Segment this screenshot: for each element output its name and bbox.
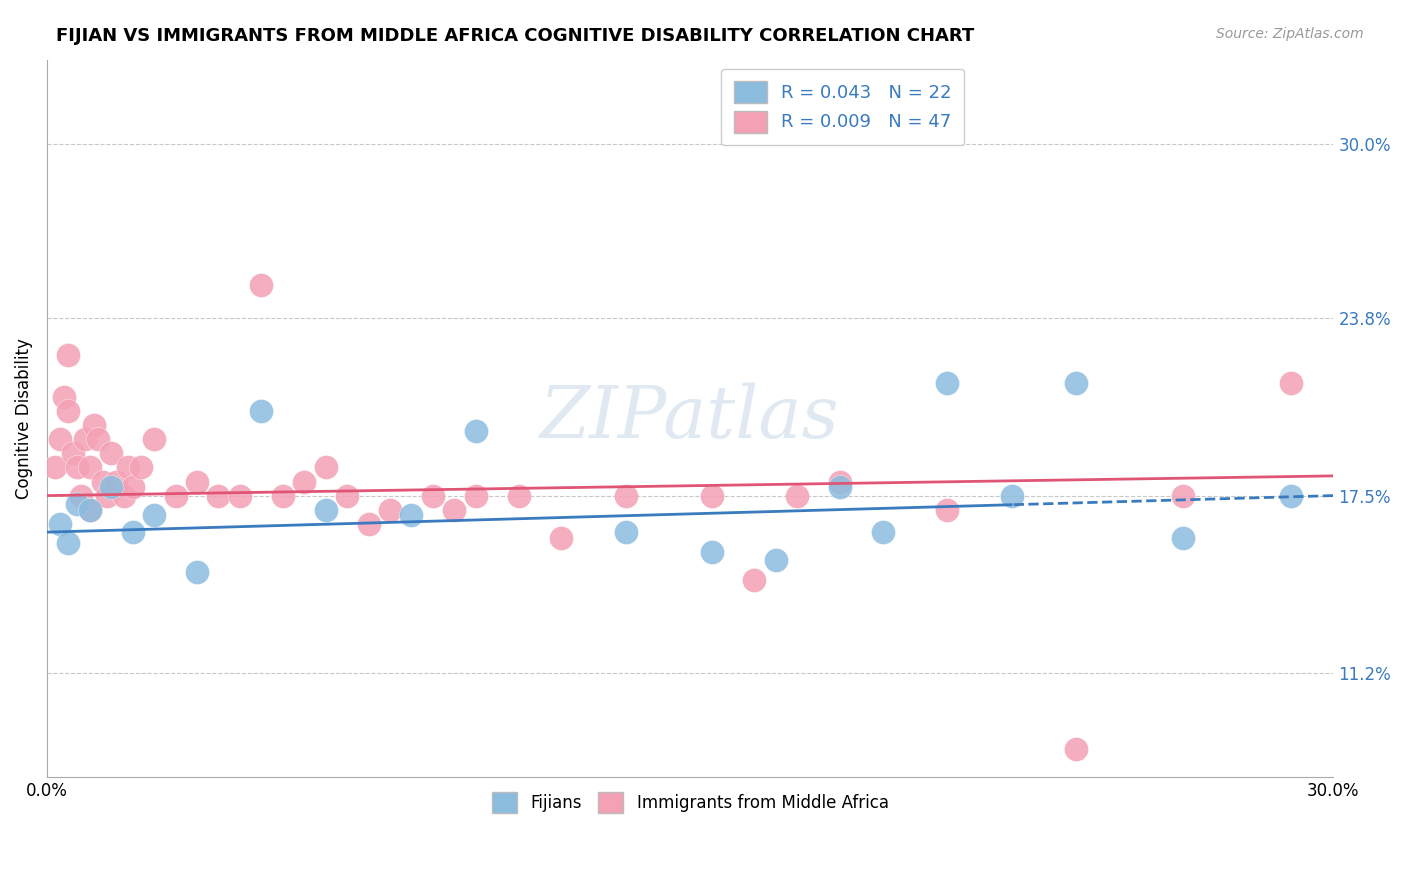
Point xyxy=(614,525,637,540)
Point xyxy=(1064,741,1087,756)
Point xyxy=(48,516,70,531)
Point xyxy=(508,489,530,503)
Point xyxy=(936,376,959,390)
Point xyxy=(66,497,89,511)
Point xyxy=(186,475,208,489)
Point xyxy=(292,475,315,489)
Point xyxy=(315,460,337,475)
Point xyxy=(79,502,101,516)
Point xyxy=(87,433,110,447)
Point xyxy=(786,489,808,503)
Point xyxy=(1173,531,1195,545)
Point xyxy=(79,502,101,516)
Point xyxy=(96,489,118,503)
Point xyxy=(44,460,66,475)
Point xyxy=(765,553,787,567)
Point xyxy=(700,545,723,559)
Point xyxy=(100,446,122,460)
Point xyxy=(315,502,337,516)
Point xyxy=(830,475,852,489)
Point xyxy=(550,531,572,545)
Legend: Fijians, Immigrants from Middle Africa: Fijians, Immigrants from Middle Africa xyxy=(478,779,901,826)
Point xyxy=(464,489,486,503)
Point xyxy=(165,489,187,503)
Point xyxy=(70,489,93,503)
Point xyxy=(48,433,70,447)
Point xyxy=(75,433,97,447)
Text: FIJIAN VS IMMIGRANTS FROM MIDDLE AFRICA COGNITIVE DISABILITY CORRELATION CHART: FIJIAN VS IMMIGRANTS FROM MIDDLE AFRICA … xyxy=(56,27,974,45)
Point xyxy=(186,565,208,579)
Point xyxy=(143,433,166,447)
Point xyxy=(100,480,122,494)
Point xyxy=(58,348,80,362)
Point xyxy=(121,480,143,494)
Point xyxy=(66,460,89,475)
Point xyxy=(1279,376,1302,390)
Point xyxy=(1064,376,1087,390)
Point xyxy=(207,489,229,503)
Point xyxy=(744,573,766,587)
Point xyxy=(79,460,101,475)
Point xyxy=(91,475,114,489)
Point xyxy=(58,404,80,418)
Point xyxy=(357,516,380,531)
Point xyxy=(830,480,852,494)
Point xyxy=(250,277,273,292)
Point xyxy=(112,489,135,503)
Point xyxy=(700,489,723,503)
Point xyxy=(936,502,959,516)
Point xyxy=(464,424,486,438)
Point xyxy=(443,502,465,516)
Point xyxy=(143,508,166,523)
Point xyxy=(1279,489,1302,503)
Point xyxy=(271,489,294,503)
Point xyxy=(401,508,423,523)
Point xyxy=(229,489,252,503)
Point xyxy=(62,446,84,460)
Point xyxy=(378,502,401,516)
Point xyxy=(129,460,152,475)
Point xyxy=(83,418,105,433)
Point xyxy=(872,525,894,540)
Point xyxy=(58,536,80,550)
Point xyxy=(614,489,637,503)
Point xyxy=(422,489,444,503)
Y-axis label: Cognitive Disability: Cognitive Disability xyxy=(15,338,32,499)
Point xyxy=(250,404,273,418)
Point xyxy=(121,525,143,540)
Point xyxy=(117,460,139,475)
Text: ZIPatlas: ZIPatlas xyxy=(540,383,839,453)
Text: Source: ZipAtlas.com: Source: ZipAtlas.com xyxy=(1216,27,1364,41)
Point xyxy=(1173,489,1195,503)
Point xyxy=(1001,489,1024,503)
Point xyxy=(336,489,359,503)
Point xyxy=(104,475,127,489)
Point xyxy=(53,390,76,404)
